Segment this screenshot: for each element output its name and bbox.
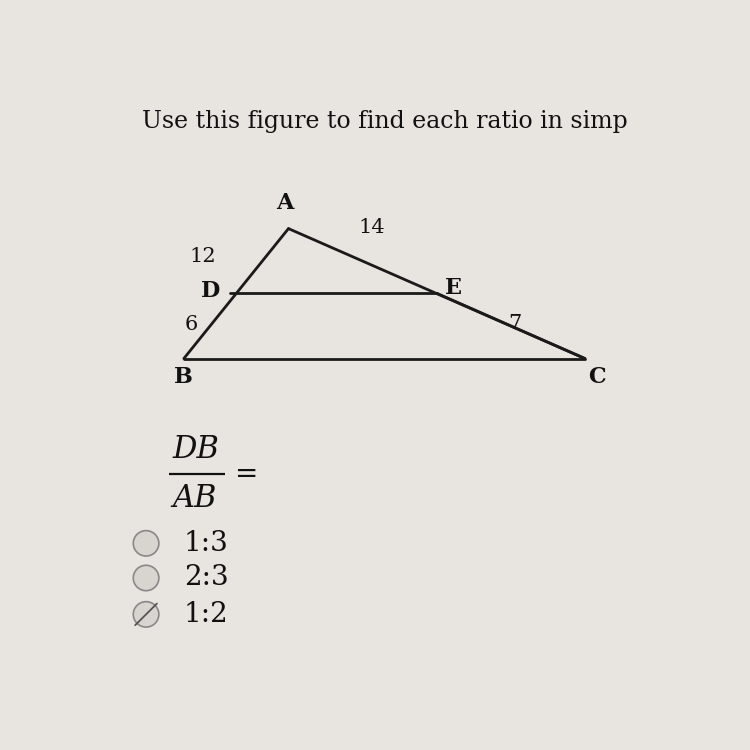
- Text: 6: 6: [184, 315, 198, 334]
- Text: D: D: [201, 280, 220, 302]
- Text: A: A: [276, 192, 293, 214]
- Text: C: C: [588, 366, 605, 388]
- Text: 2:3: 2:3: [184, 565, 229, 592]
- Text: 12: 12: [190, 247, 216, 266]
- Text: 7: 7: [508, 314, 521, 333]
- Text: E: E: [446, 277, 463, 299]
- Text: DB: DB: [172, 434, 219, 465]
- Text: AB: AB: [172, 483, 217, 514]
- Text: 1:3: 1:3: [184, 530, 229, 556]
- Text: 1:2: 1:2: [184, 601, 229, 628]
- Text: B: B: [174, 366, 193, 388]
- Text: =: =: [235, 460, 258, 488]
- Text: Use this figure to find each ratio in simp: Use this figure to find each ratio in si…: [142, 110, 627, 134]
- Text: 14: 14: [358, 218, 385, 237]
- Circle shape: [134, 566, 159, 591]
- Circle shape: [134, 531, 159, 556]
- Circle shape: [134, 602, 159, 627]
